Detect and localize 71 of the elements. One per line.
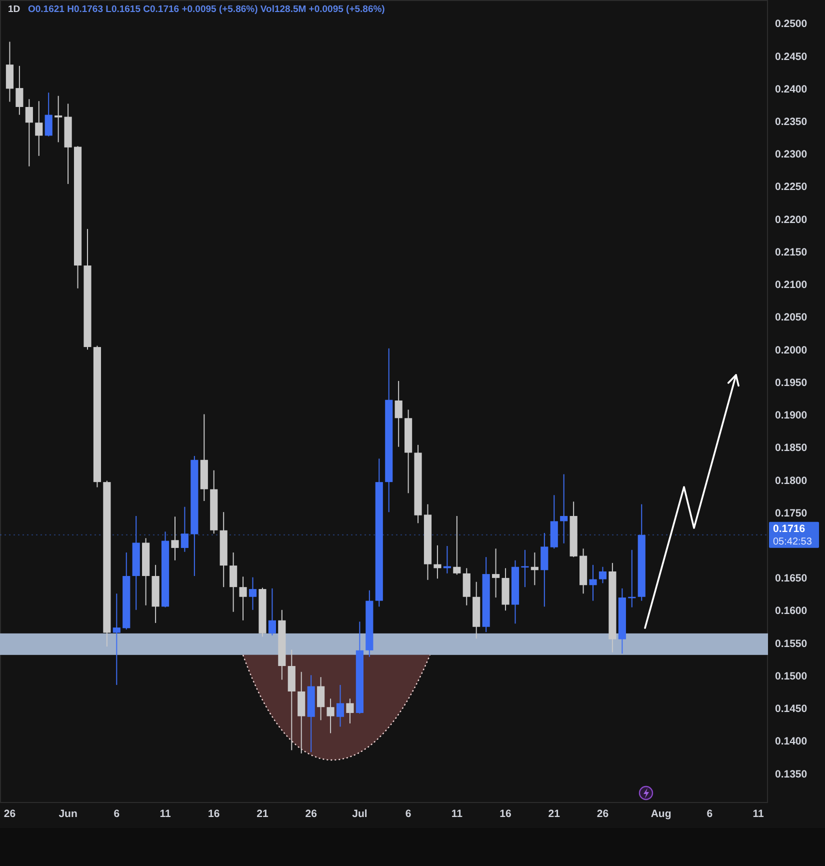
x-tick-label: 26 xyxy=(305,808,318,820)
y-tick-label: 0.1400 xyxy=(775,736,808,748)
candlestick xyxy=(268,588,276,636)
candlestick xyxy=(462,568,470,606)
candlestick xyxy=(540,532,548,608)
text: 05:42:53 xyxy=(773,536,812,548)
candlestick xyxy=(16,65,24,116)
y-tick-label: 0.2150 xyxy=(775,246,808,258)
y-tick-label: 0.1550 xyxy=(775,638,808,650)
ref-line-label: 0.1716 xyxy=(773,522,806,535)
y-tick-label: 0.2100 xyxy=(775,279,808,292)
candlestick xyxy=(230,552,238,612)
y-tick-label: 0.1450 xyxy=(775,703,808,716)
y-tick-label: 0.2250 xyxy=(775,181,808,194)
y-tick-label: 0.1350 xyxy=(775,768,808,780)
y-tick-label: 0.1800 xyxy=(775,474,808,487)
y-tick-label: 0.2050 xyxy=(775,312,808,324)
x-tick-label: 16 xyxy=(208,808,220,820)
candlestick xyxy=(44,92,52,137)
candlestick xyxy=(54,95,62,143)
candlestick xyxy=(112,593,120,686)
candlestick xyxy=(530,552,538,586)
candlestick xyxy=(171,516,179,561)
candlestick xyxy=(239,576,247,621)
x-tick-label: Aug xyxy=(650,808,672,820)
candlestick xyxy=(394,380,402,448)
candlestick xyxy=(589,564,597,602)
candlestick xyxy=(598,566,607,584)
candlestick xyxy=(317,676,325,721)
y-tick-label: 0.2350 xyxy=(775,116,808,128)
y-tick-label: 0.1650 xyxy=(775,572,808,585)
candlestick xyxy=(336,684,344,728)
candlestick xyxy=(560,474,568,544)
y-tick-label: 0.2500 xyxy=(775,18,808,30)
candlestick xyxy=(35,100,43,156)
x-tick-label: 6 xyxy=(405,808,412,820)
x-tick-label: 26 xyxy=(4,808,16,820)
x-tick-label: 21 xyxy=(548,808,560,820)
candlestick xyxy=(25,98,33,167)
y-tick-label: 0.1950 xyxy=(775,376,808,389)
y-tick-label: 0.2400 xyxy=(775,83,808,96)
x-tick-label: 6 xyxy=(706,808,713,820)
candlestick xyxy=(248,576,257,610)
x-tick-label: Jun xyxy=(58,808,78,820)
y-tick-label: 0.1600 xyxy=(775,605,808,618)
y-tick-label: 0.2000 xyxy=(775,344,808,356)
x-tick-label: 16 xyxy=(500,808,512,820)
chart-title: 1D xyxy=(8,4,20,15)
x-tick-label: 6 xyxy=(114,808,120,820)
candlestick xyxy=(443,545,451,574)
candlestick xyxy=(346,698,354,724)
x-tick-label: 26 xyxy=(596,808,609,820)
y-tick-label: 0.1900 xyxy=(775,410,808,422)
x-tick-label: 11 xyxy=(451,808,463,820)
x-tick-label: 11 xyxy=(160,808,171,820)
candlestick xyxy=(453,515,461,576)
candlestick xyxy=(434,544,442,580)
x-tick-label: 11 xyxy=(752,808,764,820)
candlestick xyxy=(326,698,334,734)
candlestick xyxy=(180,506,188,552)
y-tick-label: 0.1750 xyxy=(775,507,808,520)
y-tick-label: 0.2450 xyxy=(775,50,808,63)
y-tick-label: 0.2200 xyxy=(775,214,808,226)
candlestick xyxy=(521,549,529,588)
x-tick-label: 21 xyxy=(256,808,268,820)
x-tick-label: Jul xyxy=(352,808,368,820)
y-tick-label: 0.1850 xyxy=(775,442,808,454)
candlestick xyxy=(492,548,500,598)
y-tick-label: 0.2300 xyxy=(775,148,808,161)
chart-subtitle: O0.1621 H0.1763 L0.1615 C0.1716 +0.0095 (+5.86%) Vol128.5M +0.0095 (+5.86%) xyxy=(28,4,385,15)
y-tick-label: 0.1500 xyxy=(775,670,808,682)
